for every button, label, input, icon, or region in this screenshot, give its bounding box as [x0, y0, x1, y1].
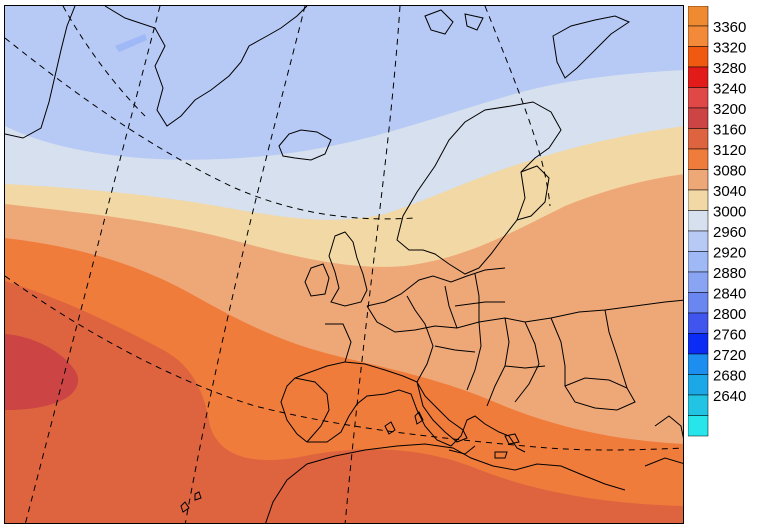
legend-tick-label: 3360: [713, 19, 746, 36]
ireland-coast: [304, 263, 330, 297]
greenland-coast: [5, 6, 308, 139]
legend-swatch: [688, 128, 709, 150]
band-2920: [115, 34, 147, 52]
graticule: [5, 6, 683, 523]
legend-tick-label: 2640: [713, 388, 746, 405]
legend-canvas: 3360 3320 3280 3240 3200 3160 3120 3080 3040 3000…: [688, 6, 746, 437]
graticule-line: [344, 6, 401, 523]
novaya-zemlya-coast: [552, 15, 631, 79]
legend-tick-label: 2720: [713, 347, 746, 364]
legend-swatch: [688, 230, 709, 252]
continental-coast: [280, 267, 526, 455]
color-legend: 3360 3320 3280 3240 3200 3160 3120 3080 3040 3000…: [688, 6, 758, 520]
legend-swatch: [688, 148, 709, 170]
scandinavia-coast: [396, 101, 562, 275]
legend-swatch: [688, 292, 709, 314]
legend-tick-label: 2960: [713, 224, 746, 241]
legend-swatches: [688, 25, 709, 437]
graticule-line: [25, 6, 161, 523]
legend-swatch: [688, 189, 709, 211]
graticule-line: [62, 6, 146, 117]
legend-swatch: [688, 46, 709, 68]
svalbard-coast: [424, 9, 484, 35]
north-africa-coast: [265, 443, 626, 523]
legend-swatch: [688, 169, 709, 191]
legend-swatch: [688, 66, 709, 88]
italy-coast: [416, 381, 468, 443]
band-3160: [5, 281, 683, 523]
geopotential-map: [4, 5, 684, 524]
legend-tick-label: 2920: [713, 245, 746, 262]
legend-tick-label: 3000: [713, 204, 746, 221]
legend-swatch: [688, 394, 709, 416]
map-canvas: [5, 6, 683, 523]
finland-coast: [516, 165, 550, 221]
country-borders: [294, 273, 683, 443]
legend-tick-label: 3280: [713, 60, 746, 77]
legend-tick-label: 2680: [713, 368, 746, 385]
legend-tick-label: 3080: [713, 163, 746, 180]
legend-tick-label: 2800: [713, 306, 746, 323]
black-sea-coast: [564, 377, 636, 411]
legend-tick-label: 3320: [713, 40, 746, 57]
legend-swatch: [688, 25, 709, 47]
small-islands: [180, 411, 520, 513]
legend-tick-label: 3120: [713, 142, 746, 159]
legend-top-swatch: [688, 6, 709, 27]
legend-tick-label: 2840: [713, 286, 746, 303]
coastlines: [5, 6, 683, 523]
legend-swatch: [688, 107, 709, 129]
legend-labels: 3360 3320 3280 3240 3200 3160 3120 3080 3040 3000…: [713, 19, 746, 405]
graticule-line: [5, 37, 416, 220]
legend-tick-label: 2880: [713, 265, 746, 282]
legend-swatch: [688, 415, 709, 437]
legend-swatch: [688, 353, 709, 375]
graticule-line: [5, 275, 683, 451]
legend-swatch: [688, 271, 709, 293]
legend-tick-label: 2760: [713, 327, 746, 344]
legend-tick-label: 3240: [713, 81, 746, 98]
legend-swatch: [688, 251, 709, 273]
legend-swatch: [688, 333, 709, 355]
legend-swatch: [688, 312, 709, 334]
iceland-coast: [278, 129, 332, 161]
graticule-line: [184, 6, 306, 523]
legend-tick-label: 3040: [713, 183, 746, 200]
legend-tick-label: 3160: [713, 122, 746, 139]
legend-swatch: [688, 374, 709, 396]
legend-swatch: [688, 87, 709, 109]
caspian-coast: [644, 415, 683, 467]
uk-coast: [328, 231, 368, 307]
legend-tick-label: 3200: [713, 101, 746, 118]
legend-swatch: [688, 210, 709, 232]
